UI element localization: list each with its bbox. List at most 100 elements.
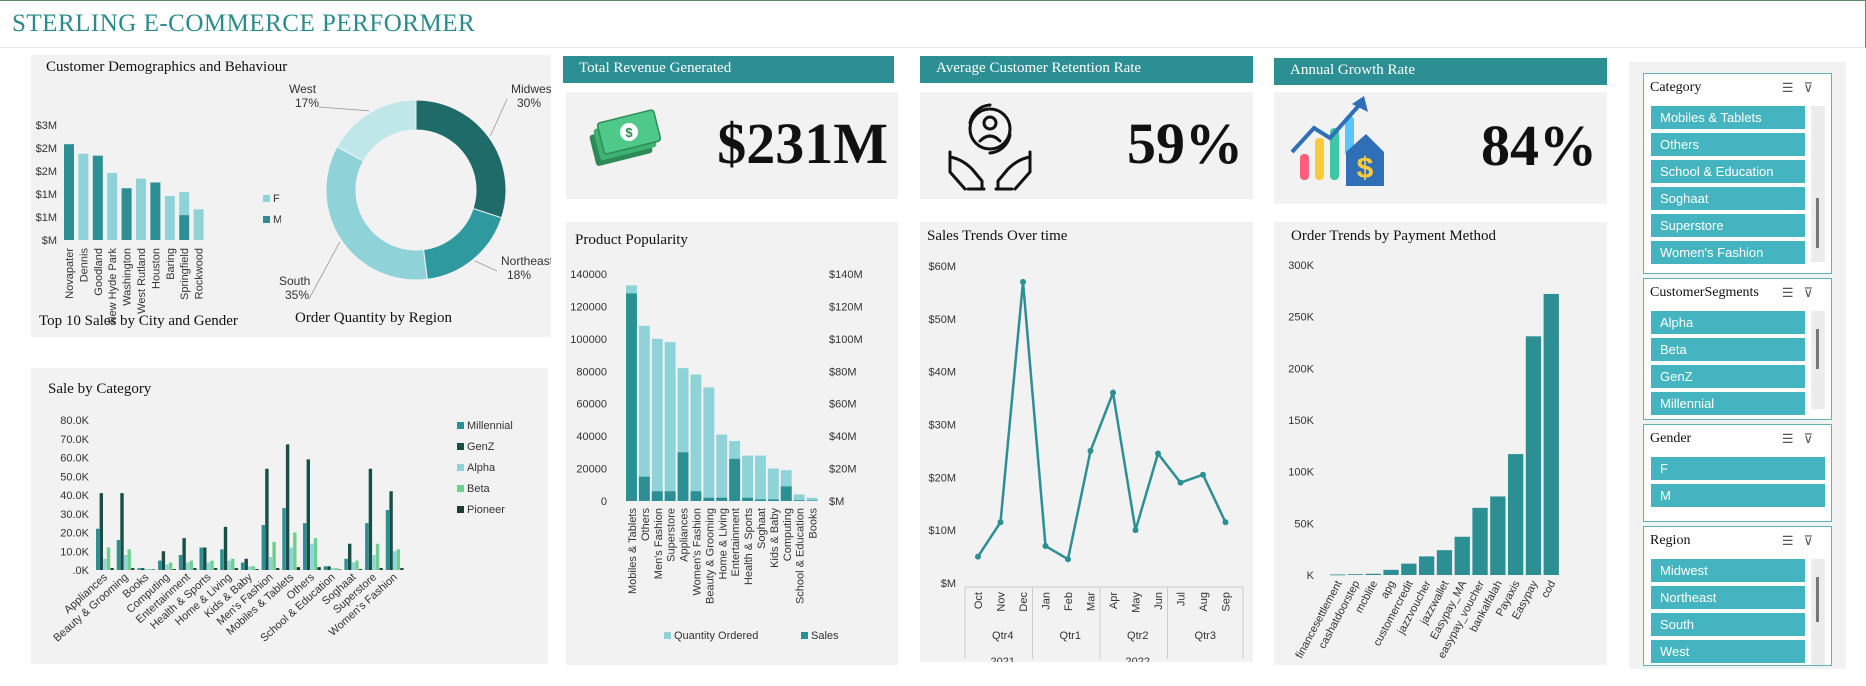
bar-alpha [165, 564, 169, 570]
y-tick-label: 150K [1288, 415, 1314, 427]
bar-genz [120, 493, 124, 570]
slicer-item-gender[interactable]: M [1651, 484, 1825, 507]
slicer-item-category[interactable]: School & Education [1651, 160, 1805, 183]
y-tick-label: .0K [72, 565, 89, 577]
bar-m [92, 155, 103, 240]
slicer-item-segments[interactable]: Beta [1651, 338, 1805, 361]
y-left-tick-label: 100000 [570, 334, 607, 346]
y-left-tick-label: 40000 [576, 431, 607, 443]
slicer-item-segments[interactable]: GenZ [1651, 365, 1805, 388]
y-tick-label: 250K [1288, 312, 1314, 324]
slicer-item-region[interactable]: Northeast [1651, 586, 1805, 609]
x-tick-label: Springfield [179, 248, 191, 300]
region-slicer: Region ☰⊽ Midwest Northeast South West [1643, 526, 1832, 666]
multi-select-icon[interactable]: ☰ [1781, 80, 1804, 95]
bar-sales [767, 499, 779, 501]
bar-pioneer [255, 569, 259, 570]
segments-slicer: CustomerSegments ☰⊽ Alpha Beta GenZ Millenn… [1643, 278, 1832, 420]
slicer-item-region[interactable]: South [1651, 613, 1805, 636]
month-label: Dec [1018, 592, 1030, 612]
care-icon [948, 103, 1032, 191]
bar-millennial [344, 558, 348, 570]
dashboard-title: STERLING E-COMMERCE PERFORMER [12, 10, 476, 37]
legend-swatch [457, 485, 464, 492]
clear-filter-icon[interactable]: ⊽ [1803, 533, 1823, 548]
bar-millennial [303, 523, 307, 570]
slicer-item-category[interactable]: Soghaat [1651, 187, 1805, 210]
category-slicer-scrollbar[interactable] [1811, 106, 1825, 262]
clear-filter-icon[interactable]: ⊽ [1803, 80, 1823, 95]
year-label: 2021 [991, 656, 1015, 662]
y-right-tick-label: $M [829, 496, 844, 508]
trend-point [1020, 278, 1026, 285]
y-left-tick-label: 60000 [576, 399, 607, 411]
y-tick-label: 10.0K [60, 546, 89, 558]
segments-slicer-scrollbar[interactable] [1811, 311, 1825, 409]
slicer-item-region[interactable]: Midwest [1651, 559, 1805, 582]
bar-f [179, 192, 190, 216]
slice-pct: 30% [517, 96, 541, 110]
product-popularity-chart: 0 20000 40000 60000 80000 100000 120000 140000 $… [570, 269, 863, 642]
region-slicer-scrollbar[interactable] [1811, 559, 1825, 665]
slicer-item-category[interactable]: Others [1651, 133, 1805, 156]
slicer-item-category[interactable]: Women's Fashion [1651, 241, 1805, 264]
clear-filter-icon[interactable]: ⊽ [1803, 285, 1823, 300]
leader-line [318, 106, 370, 112]
legend-swatch [457, 443, 464, 450]
bar-alpha [393, 551, 397, 570]
bar-alpha [330, 568, 335, 570]
bar-quantity [755, 455, 766, 501]
slicer-item-segments[interactable]: Alpha [1651, 311, 1805, 334]
slicer-item-segments[interactable]: Millennial [1651, 392, 1805, 415]
month-label: Mar [1086, 592, 1098, 611]
bar-genz [389, 491, 393, 570]
y-right-tick-label: $120M [829, 301, 863, 313]
x-tick-label: Health & Sports [743, 508, 755, 586]
trend-point [1087, 447, 1094, 454]
bar-beta [168, 562, 173, 570]
month-label: Aug [1198, 592, 1210, 612]
slicer-item-region[interactable]: West [1651, 640, 1805, 663]
bar-pioneer [400, 568, 404, 570]
growth-kpi-header: Annual Growth Rate [1274, 58, 1607, 85]
multi-select-icon[interactable]: ☰ [1781, 431, 1804, 446]
svg-text:$: $ [1357, 152, 1374, 185]
bar-pioneer [317, 567, 321, 570]
bar-genz [348, 543, 352, 570]
bar-quantity [716, 434, 728, 501]
bar-genz [182, 538, 186, 570]
month-label: May [1131, 592, 1143, 613]
bar-genz [161, 551, 166, 570]
bar-pioneer [151, 569, 156, 570]
demographics-panel: Customer Demographics and Behaviour $M $1… [31, 55, 551, 337]
x-tick-label: Goodland [93, 248, 105, 296]
bar-payment [1508, 454, 1524, 575]
bar-payment [1401, 563, 1417, 575]
bar-payment [1347, 574, 1364, 575]
legend-f-label: F [273, 193, 280, 205]
segments-slicer-title: CustomerSegments [1650, 285, 1759, 300]
month-label: Sep [1221, 592, 1233, 612]
category-sales-panel: Sale by Category .0K 10.0K 20.0K 30.0K 40.0K… [31, 368, 548, 664]
x-tick-label: West Rutland [136, 248, 148, 314]
quarter-label: Qtr2 [1127, 630, 1148, 642]
bar-quantity [780, 470, 792, 501]
payment-method-panel: Order Trends by Payment Method K 50K 100K 1… [1274, 222, 1607, 665]
legend-f-swatch [263, 195, 270, 202]
slicer-item-category[interactable]: Superstore [1651, 214, 1805, 237]
bar-sales [677, 452, 689, 501]
multi-select-icon[interactable]: ☰ [1781, 533, 1804, 548]
bar-payment [1436, 550, 1453, 575]
y-tick-label: 20.0K [60, 528, 89, 540]
y-right-tick-label: $100M [829, 334, 863, 346]
slicer-item-category[interactable]: Mobiles & Tablets [1651, 106, 1805, 129]
x-tick-label: Entertainment [730, 508, 742, 576]
bar-millennial [261, 525, 265, 570]
slicer-item-gender[interactable]: F [1651, 457, 1825, 480]
multi-select-icon[interactable]: ☰ [1781, 285, 1804, 300]
legend-quantity-label: Quantity Ordered [674, 630, 758, 642]
trend-point [1065, 556, 1071, 563]
bar-genz [141, 568, 145, 570]
quarter-label: Qtr1 [1060, 630, 1081, 642]
clear-filter-icon[interactable]: ⊽ [1803, 431, 1823, 446]
